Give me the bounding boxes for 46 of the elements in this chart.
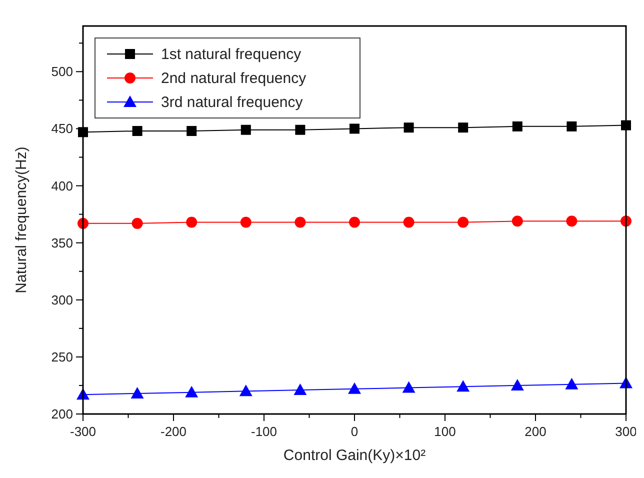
point xyxy=(350,124,360,134)
x-tick-label: -200 xyxy=(160,424,187,439)
point xyxy=(294,216,306,228)
point xyxy=(565,378,578,390)
point xyxy=(240,216,252,228)
point xyxy=(566,121,577,132)
point xyxy=(458,122,468,133)
point xyxy=(404,122,414,133)
x-tick-label: 300 xyxy=(615,424,637,439)
point xyxy=(349,216,360,228)
legend-label: 2nd natural frequency xyxy=(161,70,307,87)
x-tick-label: 200 xyxy=(524,424,546,439)
point xyxy=(186,216,198,228)
y-tick-label: 200 xyxy=(51,406,73,422)
x-tick-label: -100 xyxy=(250,424,278,439)
y-tick-label: 300 xyxy=(51,292,73,308)
y-tick-label: 350 xyxy=(51,235,73,250)
x-axis-title: Control Gain(Ky)×10² xyxy=(283,447,426,464)
x-tick-label: 100 xyxy=(434,424,456,439)
point xyxy=(132,126,142,136)
legend-label: 1st natural frequency xyxy=(161,46,302,63)
point xyxy=(456,380,470,392)
y-tick-label: 450 xyxy=(51,121,73,136)
point xyxy=(566,216,578,227)
point xyxy=(458,216,469,228)
point xyxy=(132,218,143,229)
point xyxy=(239,384,252,396)
y-tick-label: 500 xyxy=(51,64,73,80)
y-tick-label: 250 xyxy=(51,349,73,364)
legend-label: 3rd natural frequency xyxy=(161,94,304,111)
point xyxy=(348,382,361,394)
point xyxy=(512,121,522,132)
x-tick-label: 0 xyxy=(350,424,358,439)
point xyxy=(240,124,251,135)
point xyxy=(510,378,524,390)
point xyxy=(402,381,416,393)
point xyxy=(295,124,306,135)
y-tick-label: 400 xyxy=(51,178,73,194)
point xyxy=(294,384,307,396)
point xyxy=(130,386,144,398)
x-tick-label: -300 xyxy=(70,424,96,439)
y-axis-title: Natural frequency(Hz) xyxy=(13,146,30,294)
point xyxy=(185,386,198,398)
point xyxy=(512,216,523,227)
point xyxy=(403,216,414,228)
point xyxy=(186,126,197,136)
